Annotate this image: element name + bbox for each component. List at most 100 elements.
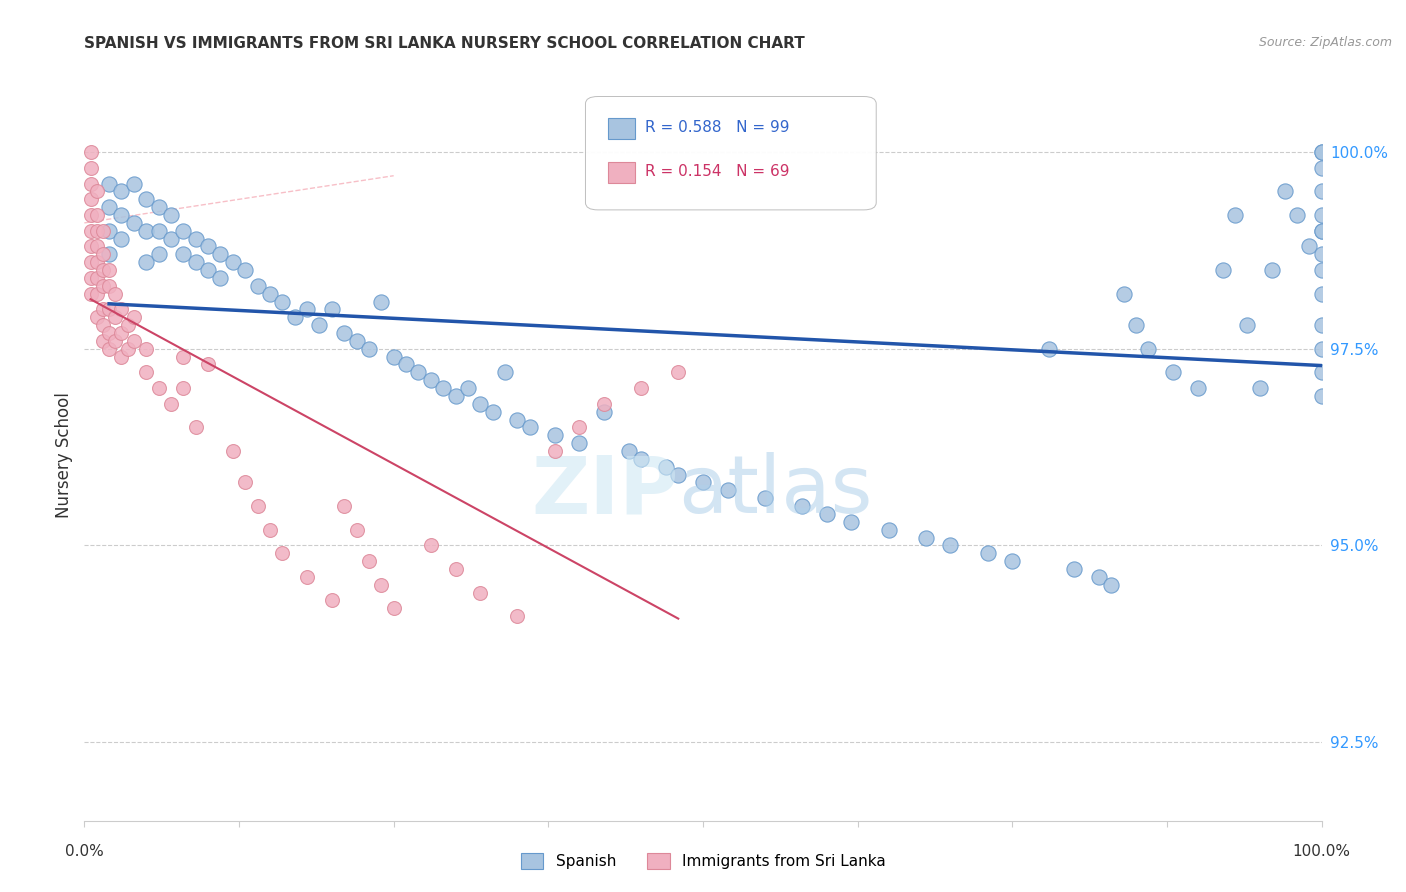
Point — [98, 177, 121, 191]
Point — [1088, 570, 1111, 584]
Point — [98, 263, 121, 277]
Point — [98, 200, 121, 214]
Point — [98, 342, 121, 356]
Point — [370, 294, 392, 309]
Point — [382, 601, 405, 615]
Point — [295, 570, 318, 584]
Point — [135, 224, 157, 238]
Point — [246, 499, 269, 513]
Point — [877, 523, 900, 537]
Point — [86, 310, 108, 325]
Point — [197, 239, 219, 253]
Point — [222, 444, 245, 458]
FancyBboxPatch shape — [607, 162, 636, 183]
Point — [209, 247, 232, 261]
Point — [914, 531, 936, 545]
Point — [110, 208, 132, 222]
Point — [110, 185, 132, 199]
Point — [91, 278, 114, 293]
Point — [110, 350, 132, 364]
Point — [148, 247, 170, 261]
Point — [1310, 365, 1333, 379]
Text: SPANISH VS IMMIGRANTS FROM SRI LANKA NURSERY SCHOOL CORRELATION CHART: SPANISH VS IMMIGRANTS FROM SRI LANKA NUR… — [84, 36, 806, 51]
Point — [110, 232, 132, 246]
Point — [160, 397, 183, 411]
Point — [382, 350, 405, 364]
Point — [408, 365, 430, 379]
Point — [86, 208, 108, 222]
Point — [148, 200, 170, 214]
Point — [184, 232, 207, 246]
Point — [1161, 365, 1184, 379]
Point — [321, 593, 343, 607]
Point — [1310, 185, 1333, 199]
Point — [470, 397, 492, 411]
Point — [172, 381, 194, 395]
Point — [593, 405, 616, 419]
Point — [122, 334, 145, 348]
Point — [593, 397, 616, 411]
Point — [1063, 562, 1085, 576]
Point — [98, 302, 121, 317]
Point — [815, 507, 838, 521]
Point — [1310, 389, 1333, 403]
Point — [197, 358, 219, 372]
Point — [117, 318, 139, 333]
Point — [135, 342, 157, 356]
Point — [110, 326, 132, 340]
Point — [1310, 286, 1333, 301]
Point — [91, 318, 114, 333]
Point — [79, 145, 101, 160]
Point — [630, 381, 652, 395]
Point — [1310, 342, 1333, 356]
Point — [233, 263, 256, 277]
Point — [543, 428, 565, 442]
Point — [308, 318, 330, 333]
Point — [543, 444, 565, 458]
Point — [457, 381, 479, 395]
Point — [1310, 247, 1333, 261]
Point — [717, 483, 740, 498]
Point — [79, 224, 101, 238]
Point — [91, 224, 114, 238]
Point — [135, 192, 157, 206]
Point — [333, 499, 356, 513]
Point — [197, 263, 219, 277]
Point — [1212, 263, 1234, 277]
Point — [1112, 286, 1135, 301]
Point — [86, 239, 108, 253]
Point — [91, 247, 114, 261]
Point — [1137, 342, 1160, 356]
Point — [1261, 263, 1284, 277]
Y-axis label: Nursery School: Nursery School — [55, 392, 73, 518]
Point — [1274, 185, 1296, 199]
Text: Source: ZipAtlas.com: Source: ZipAtlas.com — [1258, 36, 1392, 49]
Text: ZIP: ZIP — [531, 452, 678, 531]
Point — [1001, 554, 1024, 568]
Point — [122, 310, 145, 325]
Point — [110, 302, 132, 317]
Point — [79, 192, 101, 206]
FancyBboxPatch shape — [607, 119, 636, 139]
FancyBboxPatch shape — [585, 96, 876, 210]
Point — [284, 310, 307, 325]
Point — [321, 302, 343, 317]
Point — [506, 609, 529, 624]
Point — [135, 255, 157, 269]
Point — [1099, 577, 1122, 591]
Point — [976, 546, 998, 560]
Point — [357, 554, 380, 568]
Point — [1310, 224, 1333, 238]
Point — [246, 278, 269, 293]
Legend: Spanish, Immigrants from Sri Lanka: Spanish, Immigrants from Sri Lanka — [515, 847, 891, 875]
Point — [432, 381, 454, 395]
Point — [91, 302, 114, 317]
Point — [346, 523, 368, 537]
Point — [117, 342, 139, 356]
Point — [222, 255, 245, 269]
Point — [148, 224, 170, 238]
Point — [1310, 318, 1333, 333]
Point — [568, 436, 591, 450]
Point — [1310, 145, 1333, 160]
Point — [79, 271, 101, 285]
